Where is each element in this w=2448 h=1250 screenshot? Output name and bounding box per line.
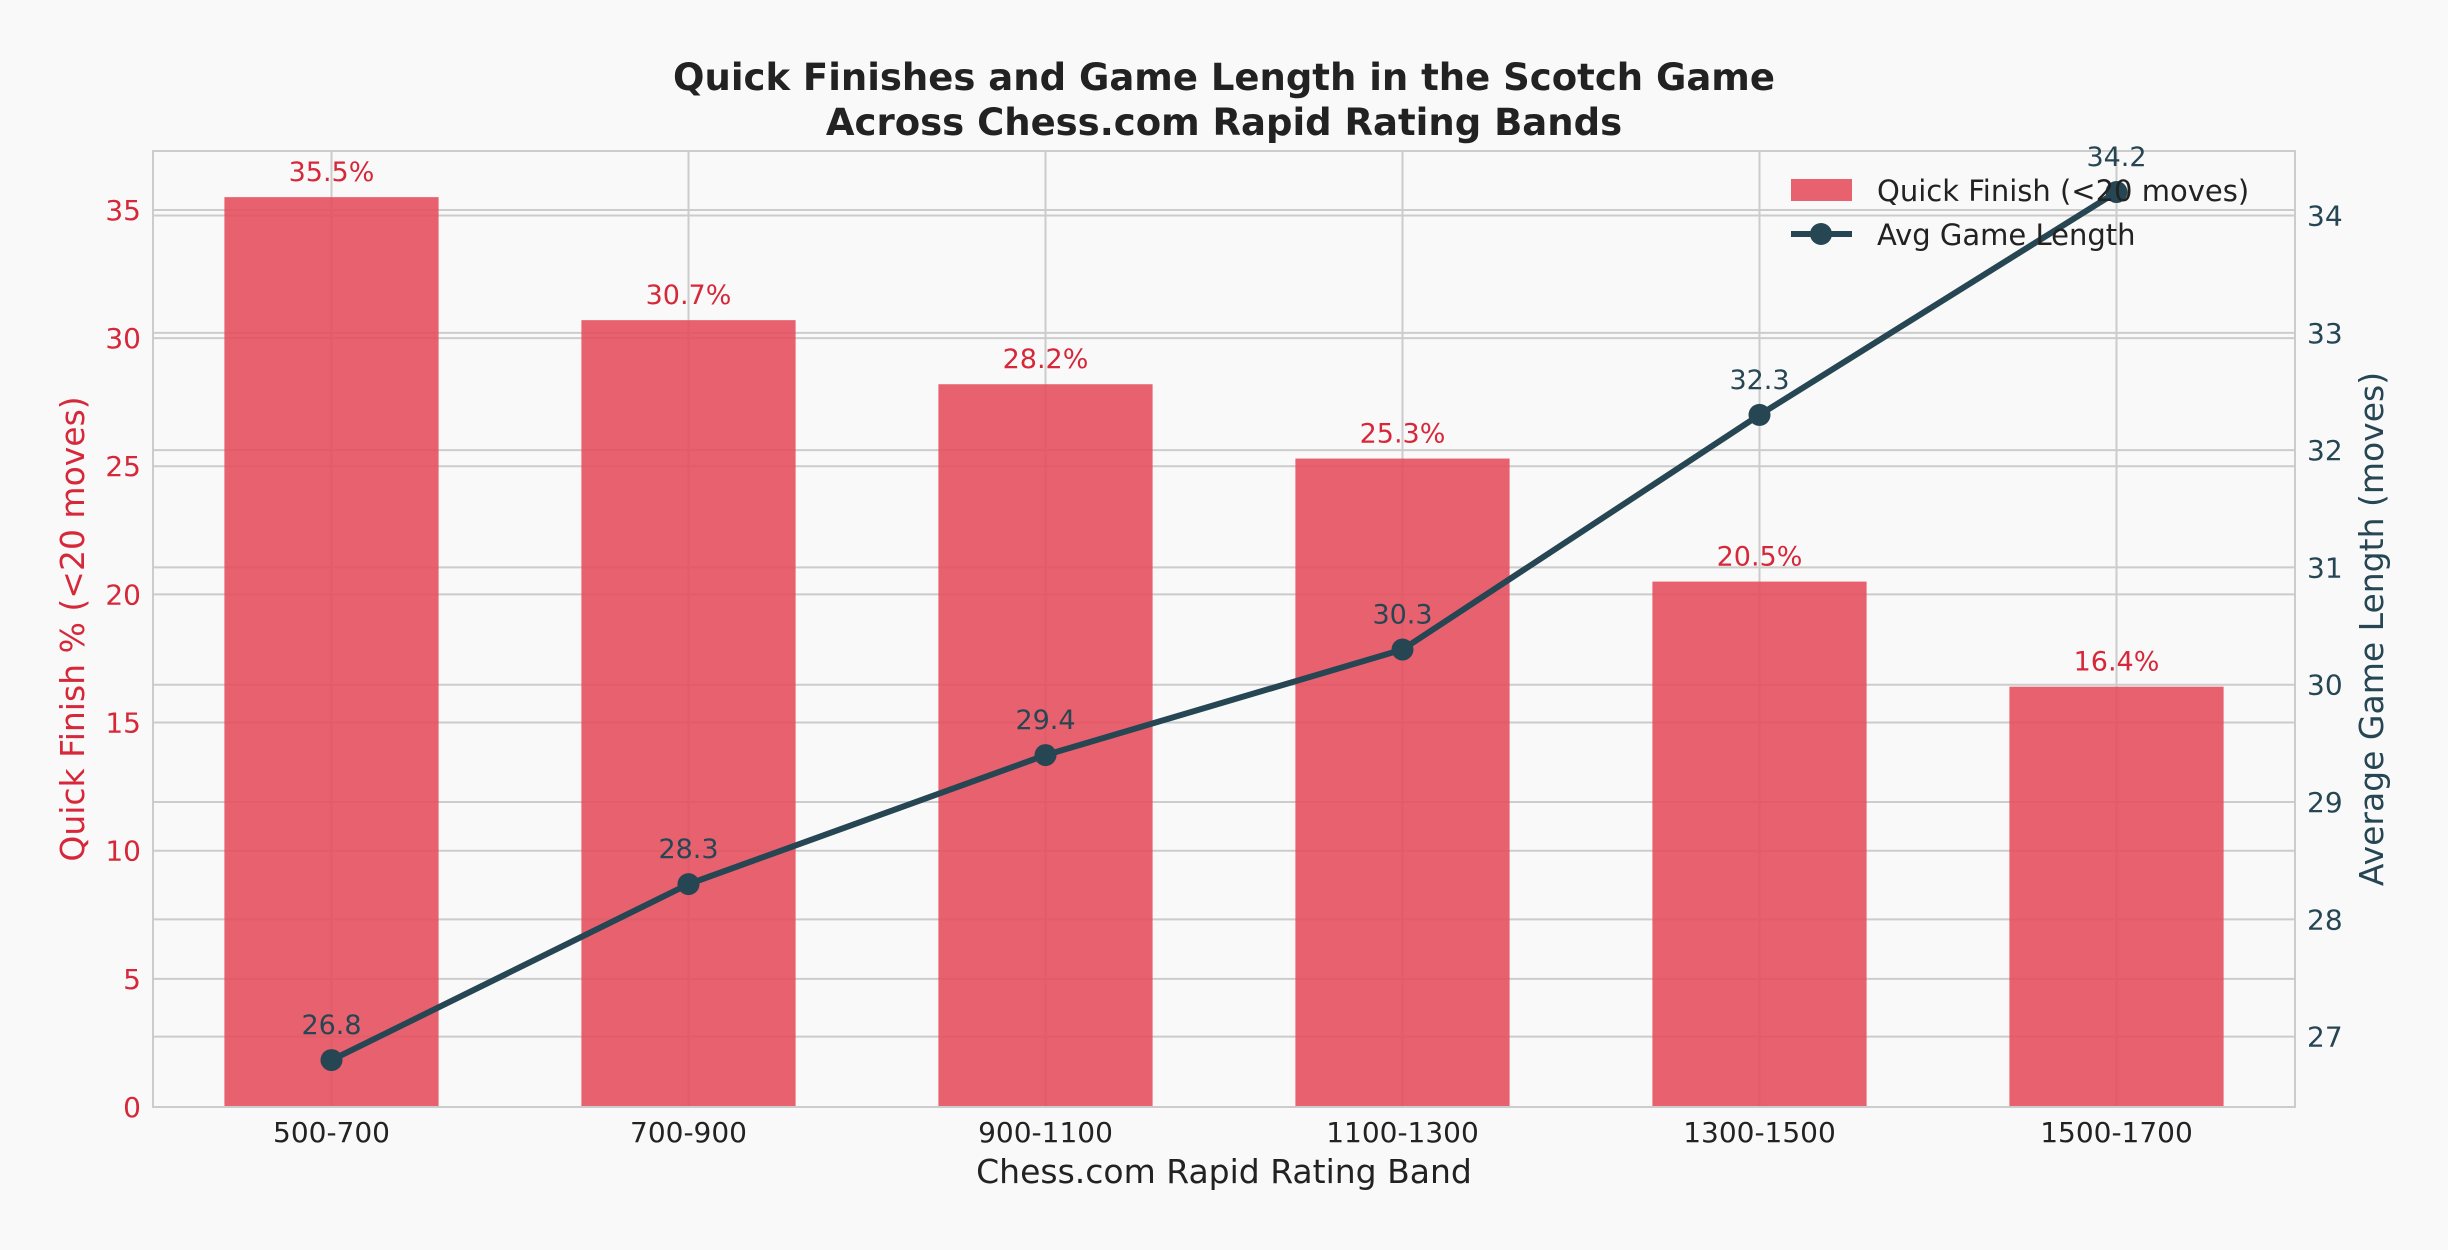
right-axis: 27 28 29 30 31 32 33 34	[2307, 200, 2343, 1054]
grid	[153, 151, 2295, 1108]
left-tick-label: 30	[105, 322, 141, 355]
legend-bar-swatch	[1791, 179, 1852, 201]
x-tick-label: 1300-1500	[1683, 1116, 1836, 1149]
right-tick-label: 32	[2307, 434, 2343, 467]
legend: Quick Finish (<20 moves) Avg Game Length	[1791, 174, 2249, 252]
line-point	[2105, 181, 2128, 204]
y-axis-label: Quick Finish % (<20 moves)	[53, 396, 92, 861]
x-axis-label: Chess.com Rapid Rating Band	[976, 1152, 1472, 1191]
left-tick-label: 10	[105, 835, 141, 868]
left-tick-label: 5	[123, 963, 141, 996]
line-point	[677, 873, 700, 896]
bar	[581, 320, 796, 1107]
bar-series	[224, 197, 2224, 1108]
left-tick-label: 20	[105, 578, 141, 611]
line-value-label: 30.3	[1372, 600, 1432, 631]
chart-title: Quick Finishes and Game Length in the Sc…	[673, 56, 1775, 144]
left-tick-label: 15	[105, 707, 141, 740]
data-labels: 35.5% 30.7% 28.2% 25.3% 20.5% 16.4% 26.8 28.3 29…	[289, 142, 2160, 1041]
bar-value-label: 28.2%	[1003, 344, 1089, 375]
bar-value-label: 25.3%	[1360, 419, 1446, 450]
title-line: Quick Finishes and Game Length in the Sc…	[673, 56, 1775, 99]
right-tick-label: 28	[2307, 903, 2343, 936]
left-tick-label: 35	[105, 194, 141, 227]
line-value-label: 26.8	[301, 1010, 361, 1041]
legend-line-marker	[1810, 223, 1832, 245]
right-tick-label: 33	[2307, 317, 2343, 350]
right-tick-label: 31	[2307, 551, 2343, 584]
x-axis: 500-700 700-900 900-1100 1100-1300 1300-1500…	[273, 1116, 2193, 1149]
right-tick-label: 34	[2307, 200, 2343, 233]
line-value-label: 29.4	[1015, 705, 1075, 736]
line-value-label: 28.3	[658, 834, 718, 865]
right-tick-label: 27	[2307, 1021, 2343, 1054]
line-point	[1034, 744, 1057, 767]
line-point	[1748, 403, 1771, 426]
x-tick-label: 1500-1700	[2040, 1116, 2193, 1149]
x-tick-label: 1100-1300	[1326, 1116, 1479, 1149]
x-tick-label: 900-1100	[978, 1116, 1113, 1149]
x-tick-label: 700-900	[630, 1116, 747, 1149]
line-value-label: 34.2	[2086, 142, 2146, 173]
plot-frame	[152, 150, 2296, 1108]
bar-value-label: 20.5%	[1717, 542, 1803, 573]
left-axis: 0 5 10 15 20 25 30 35	[105, 194, 141, 1124]
line-value-label: 32.3	[1729, 365, 1789, 396]
title-line: Across Chess.com Rapid Rating Bands	[826, 101, 1622, 144]
line-point	[320, 1049, 343, 1072]
line-point	[1391, 638, 1414, 661]
bar	[224, 197, 439, 1108]
bar-value-label: 30.7%	[646, 280, 732, 311]
line-series	[320, 181, 2128, 1072]
bar-value-label: 35.5%	[289, 157, 375, 188]
right-tick-label: 30	[2307, 669, 2343, 702]
legend-bar-label: Quick Finish (<20 moves)	[1877, 174, 2249, 208]
legend-line-label: Avg Game Length	[1877, 218, 2136, 252]
line-path	[330, 189, 2119, 1063]
bar-value-label: 16.4%	[2074, 647, 2160, 678]
left-tick-label: 0	[123, 1091, 141, 1124]
bar	[2009, 686, 2224, 1107]
bar	[1295, 458, 1510, 1108]
bar	[1652, 581, 1867, 1107]
left-tick-label: 25	[105, 450, 141, 483]
x-tick-label: 500-700	[273, 1116, 390, 1149]
y2-axis-label: Average Game Length (moves)	[2352, 372, 2391, 886]
right-tick-label: 29	[2307, 786, 2343, 819]
